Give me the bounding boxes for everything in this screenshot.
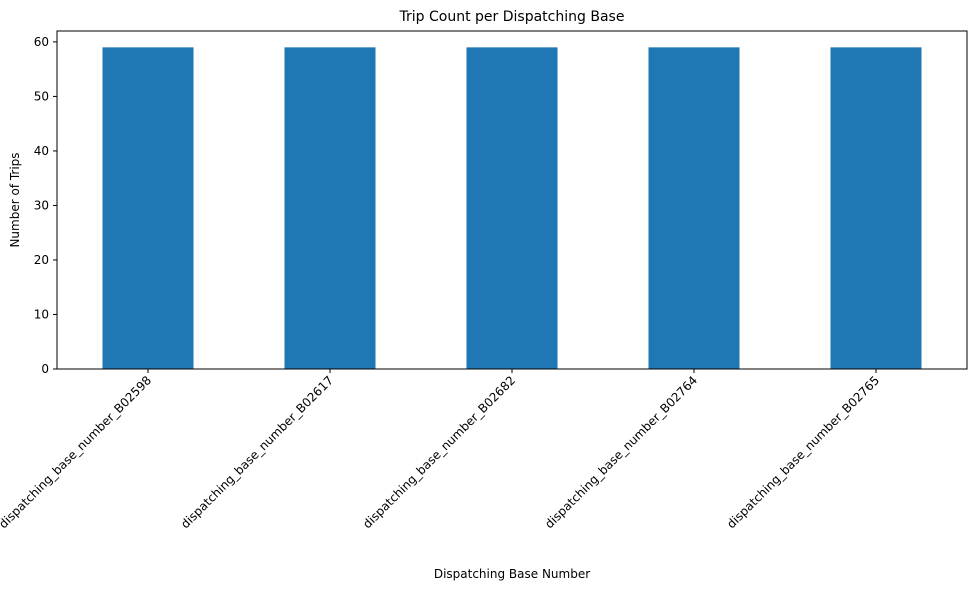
x-tick-label: dispatching_base_number_B02764 [542,373,700,531]
x-tick-label: dispatching_base_number_B02617 [178,373,336,531]
y-tick-label: 20 [34,253,49,267]
y-tick-label: 40 [34,144,49,158]
bar-dispatching_base_number_B02682 [466,47,558,370]
plot-area: 0 10 20 30 40 50 60 dispatching_base_number_B0… [0,30,968,531]
bar-dispatching_base_number_B02764 [648,47,740,370]
x-tick-label: dispatching_base_number_B02598 [0,373,154,531]
y-tick-label: 0 [41,362,49,376]
y-tick-label: 50 [34,89,49,103]
bar-dispatching_base_number_B02765 [830,47,922,370]
x-tick-label: dispatching_base_number_B02765 [724,373,882,531]
plot-frame [56,30,968,370]
y-tick-label: 60 [34,35,49,49]
bar-dispatching_base_number_B02617 [284,47,376,370]
y-axis-label: Number of Trips [8,152,22,247]
y-tick-label: 30 [34,198,49,212]
x-axis-ticks: dispatching_base_number_B02598 dispatchin… [0,369,882,531]
y-tick-label: 10 [34,307,49,321]
chart-title: Trip Count per Dispatching Base [399,9,625,25]
bar-dispatching_base_number_B02598 [102,47,194,370]
x-tick-label: dispatching_base_number_B02682 [360,373,518,531]
y-axis-ticks: 0 10 20 30 40 50 60 [34,35,57,376]
bars-group [102,47,922,370]
x-axis-label: Dispatching Base Number [434,567,590,581]
